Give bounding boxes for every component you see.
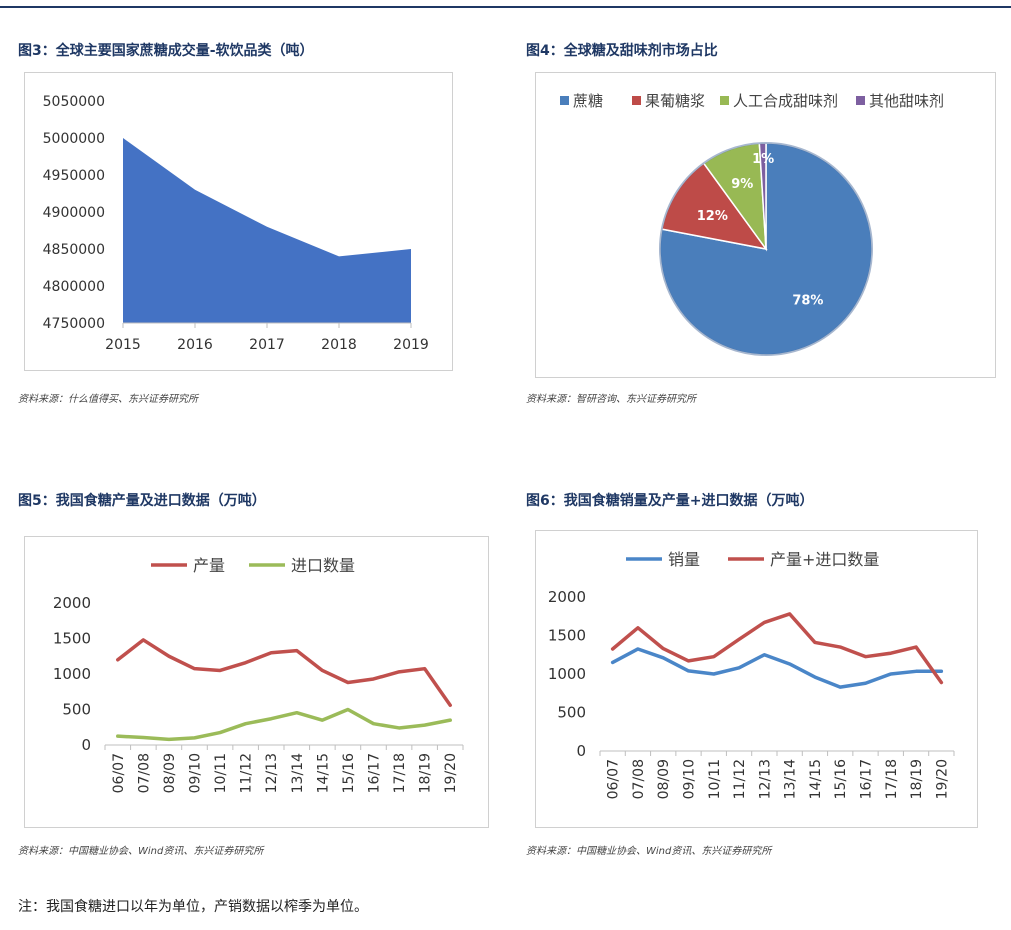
fig6-x-tick-label: 12/13 [757,759,773,799]
fig4-title: 图4：全球糖及甜味剂市场占比 [526,43,718,59]
fig6-x-tick-label: 10/11 [707,759,723,799]
fig4-data-label: 1% [752,152,774,167]
fig4-legend-label: 人工合成甜味剂 [733,92,838,110]
fig3-source: 资料来源：什么值得买、东兴证券研究所 [18,394,198,405]
fig6-title: 图6：我国食糖销量及产量+进口数据（万吨） [526,493,814,509]
fig5-x-tick-label: 09/10 [188,753,204,793]
fig4-pie-slice [661,162,768,251]
fig6-source: 资料来源：中国糖业协会、Wind资讯、东兴证券研究所 [526,846,772,857]
fig6-x-tick-label: 16/17 [859,759,875,799]
fig4-pie-outline [659,142,873,356]
fig6-x-tick-label: 11/12 [732,759,748,799]
fig6-y-tick-label: 1500 [548,627,586,645]
fig5-x-tick-label: 13/14 [290,753,306,793]
fig4-legend-label: 其他甜味剂 [869,92,944,110]
fig5-x-tick-label: 10/11 [213,753,229,793]
fig5-line-chart: 产量 进口数量 0 500 1000 1500 2000 06/07 07/08 08/09 09/… [53,556,464,793]
fig6-x-tick-label: 09/10 [682,759,698,799]
fig5-series-line [116,638,452,707]
fig5-y-tick-label: 500 [62,701,91,719]
fig5-x-tick-label: 16/17 [367,753,383,793]
fig4-pie-chart: 蔗糖 果葡糖浆 人工合成甜味剂 其他甜味剂 78% 12% 9% 1% [560,92,944,356]
fig5-series-line [116,707,452,742]
fig5-y-tick-label: 1000 [53,665,91,683]
fig5-x-tick-label: 11/12 [239,753,255,793]
fig6-line-chart: 销量 产量+进口数量 0 500 1000 1500 2000 06/07 07/08 08/09… [548,550,955,799]
fig5-y-tick-label: 1500 [53,630,91,648]
fig6-legend-label: 销量 [668,550,700,569]
fig6-x-tick-label: 17/18 [884,759,900,799]
fig4-legend-swatch [560,96,569,105]
fig3-y-tick-label: 5000000 [43,131,105,147]
fig6-legend-label: 产量+进口数量 [770,550,879,569]
fig4-legend-swatch [720,96,729,105]
top-rule [0,6,1011,8]
fig6-x-tick-label: 06/07 [606,759,622,799]
fig3-x-tick-label: 2017 [249,337,285,353]
fig5-x-tick-label: 17/18 [392,753,408,793]
fig4-data-label: 78% [792,294,823,309]
fig4-legend-swatch [856,96,865,105]
fig4-data-label: 9% [731,177,753,192]
fig3-x-tick-label: 2016 [177,337,213,353]
fig4-source: 资料来源：智研咨询、东兴证券研究所 [526,394,696,405]
fig4-pie-slice [758,142,767,250]
fig6-x-tick-label: 15/16 [833,759,849,799]
fig5-y-tick-label: 0 [81,736,91,754]
fig6-series-line [610,612,944,685]
fig5-x-tick-label: 15/16 [341,753,357,793]
fig6-x-tick-label: 07/08 [631,759,647,799]
fig5-x-tick-label: 14/15 [315,753,331,793]
fig3-y-tick-label: 4800000 [43,279,105,295]
fig5-source: 资料来源：中国糖业协会、Wind资讯、东兴证券研究所 [18,846,264,857]
fig4-legend-swatch [632,96,641,105]
fig3-y-tick-label: 5050000 [43,94,105,110]
fig3-x-tick-label: 2018 [321,337,357,353]
fig4-legend-label: 蔗糖 [573,92,603,110]
fig3-y-tick-label: 4950000 [43,168,105,184]
fig5-x-tick-label: 18/19 [418,753,434,793]
fig3-title: 图3：全球主要国家蔗糖成交量-软饮品类（吨） [18,43,314,59]
fig5-x-tick-label: 19/20 [443,753,459,793]
fig3-y-tick-label: 4750000 [43,316,105,332]
fig6-x-tick-label: 14/15 [808,759,824,799]
fig3-area-chart: 4750000 4800000 4850000 4900000 4950000 50000… [43,94,429,353]
fig6-x-tick-label: 08/09 [656,759,672,799]
fig4-frame: 蔗糖 果葡糖浆 人工合成甜味剂 其他甜味剂 78% 12% 9% 1% [535,72,996,378]
fig3-y-tick-label: 4850000 [43,242,105,258]
fig5-title: 图5：我国食糖产量及进口数据（万吨） [18,493,266,509]
fig6-x-tick-label: 18/19 [909,759,925,799]
fig6-x-tick-label: 19/20 [934,759,950,799]
fig5-legend-label: 产量 [193,556,225,575]
fig6-y-tick-label: 2000 [548,588,586,606]
fig4-data-label: 12% [697,209,728,224]
fig6-x-tick-label: 13/14 [783,759,799,799]
fig4-legend-label: 果葡糖浆 [645,92,705,110]
fig6-frame: 销量 产量+进口数量 0 500 1000 1500 2000 06/07 07/08 08/09… [535,530,978,828]
fig6-y-tick-label: 0 [576,742,586,760]
fig5-x-tick-label: 08/09 [162,753,178,793]
fig5-x-tick-label: 12/13 [264,753,280,793]
fig5-x-tick-label: 06/07 [111,753,127,793]
fig5-x-tick-label: 07/08 [136,753,152,793]
fig6-y-tick-label: 500 [557,704,586,722]
fig3-area-series [123,138,411,323]
fig3-x-tick-label: 2019 [393,337,429,353]
fig6-series-line [610,647,944,689]
fig3-frame: 4750000 4800000 4850000 4900000 4950000 50000… [24,72,453,371]
footnote: 注：我国食糖进口以年为单位，产销数据以榨季为单位。 [18,899,368,915]
fig3-x-tick-label: 2015 [105,337,141,353]
fig6-y-tick-label: 1000 [548,665,586,683]
fig5-legend-label: 进口数量 [291,556,355,575]
fig5-y-tick-label: 2000 [53,594,91,612]
fig5-frame: 产量 进口数量 0 500 1000 1500 2000 06/07 07/08 08/09 09/… [24,536,489,828]
fig3-y-tick-label: 4900000 [43,205,105,221]
